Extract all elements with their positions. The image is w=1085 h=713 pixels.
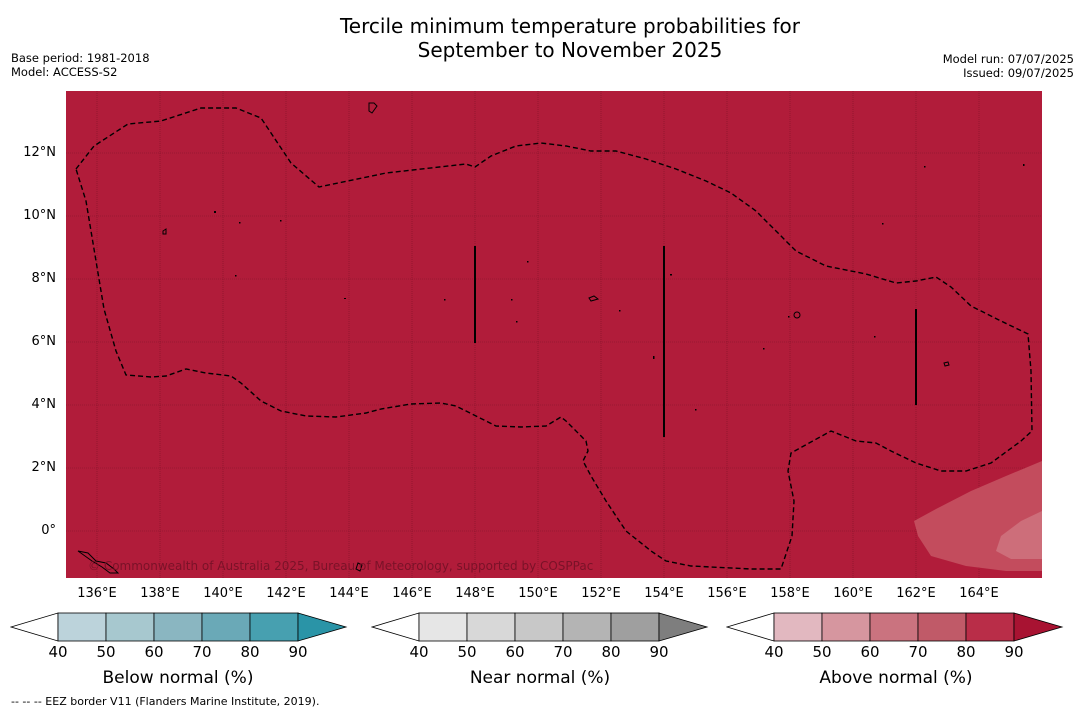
cbar-below-70-80: [201, 612, 251, 642]
cbar-below-tick: 80: [240, 643, 260, 661]
gridlines: [66, 91, 1042, 578]
issued-date: Issued: 09/07/2025: [963, 66, 1074, 80]
cbar-near-tick: 40: [409, 643, 429, 661]
cbar-near-tick: 50: [457, 643, 477, 661]
cbar-near-tick: 70: [553, 643, 573, 661]
y-tick-8n: 8°N: [31, 271, 57, 286]
x-tick-164e: 164°E: [959, 586, 999, 601]
cbar-above-tick: 40: [764, 643, 784, 661]
colorbar-near-normal: [371, 612, 709, 642]
cbar-above-tick: 60: [860, 643, 880, 661]
cbar-below-tick: 50: [96, 643, 116, 661]
x-tick-146e: 146°E: [392, 586, 432, 601]
tiny-islets: [214, 164, 1025, 411]
y-tick-4n: 4°N: [31, 397, 57, 412]
title-line-1: Tercile minimum temperature probabilitie…: [339, 14, 801, 38]
meta-left: Base period: 1981-2018 Model: ACCESS-S2: [11, 51, 150, 79]
x-tick-138e: 138°E: [140, 586, 180, 601]
cbar-above-tick: 80: [956, 643, 976, 661]
x-tick-150e: 150°E: [518, 586, 558, 601]
cbar-above-80-90: [965, 612, 1015, 642]
boundary-markers: [474, 246, 917, 437]
cbar-near-40-50: [418, 612, 468, 642]
cbar-near-80-90: [610, 612, 660, 642]
meta-right: Model run: 07/07/2025 Issued: 09/07/2025: [943, 52, 1074, 80]
cbar-below-40-50: [57, 612, 107, 642]
colorbar-above-label: Above normal (%): [819, 668, 973, 688]
cbar-near-60-70: [514, 612, 564, 642]
islands: [77, 102, 950, 574]
colorbar-above-normal: [726, 612, 1064, 642]
x-tick-148e: 148°E: [455, 586, 495, 601]
cbar-above-40-50: [773, 612, 823, 642]
cbar-below-tick: 40: [48, 643, 68, 661]
cbar-near-50-60: [466, 612, 516, 642]
cbar-near-tick: 90: [649, 643, 669, 661]
cbar-below-80-90: [249, 612, 299, 642]
cbar-below-extend-low: [10, 612, 59, 642]
x-tick-152e: 152°E: [581, 586, 621, 601]
chart-title: Tercile minimum temperature probabilitie…: [0, 14, 1085, 62]
eez-border: [75, 107, 1033, 570]
copyright-note: © Commonwealth of Australia 2025, Bureau…: [88, 559, 594, 573]
cbar-above-70-80: [917, 612, 967, 642]
cbar-near-extend-high: [658, 612, 709, 642]
y-tick-6n: 6°N: [31, 334, 57, 349]
x-tick-142e: 142°E: [266, 586, 306, 601]
cbar-below-extend-high: [297, 612, 348, 642]
cbar-above-tick: 50: [812, 643, 832, 661]
y-tick-12n: 12°N: [23, 145, 56, 160]
x-tick-160e: 160°E: [833, 586, 873, 601]
model-run: Model run: 07/07/2025: [942, 52, 1074, 66]
cbar-near-tick: 60: [505, 643, 525, 661]
title-line-2: September to November 2025: [417, 38, 723, 62]
x-tick-136e: 136°E: [77, 586, 117, 601]
cbar-below-60-70: [153, 612, 203, 642]
y-tick-2n: 2°N: [31, 460, 57, 475]
map-panel[interactable]: [66, 91, 1042, 578]
cbar-above-60-70: [869, 612, 919, 642]
cbar-near-extend-low: [371, 612, 420, 642]
map-svg: [66, 91, 1042, 578]
y-tick-10n: 10°N: [23, 208, 56, 223]
x-tick-154e: 154°E: [644, 586, 684, 601]
x-tick-140e: 140°E: [203, 586, 243, 601]
eez-footnote: -- -- -- EEZ border V11 (Flanders Marine…: [11, 695, 320, 708]
y-tick-0: 0°: [41, 523, 56, 538]
colorbar-near-label: Near normal (%): [469, 668, 611, 688]
cbar-below-tick: 90: [288, 643, 308, 661]
cbar-below-tick: 60: [144, 643, 164, 661]
cbar-near-tick: 80: [601, 643, 621, 661]
cbar-above-extend-low: [726, 612, 775, 642]
x-tick-162e: 162°E: [896, 586, 936, 601]
cbar-above-50-60: [821, 612, 871, 642]
cbar-below-50-60: [105, 612, 155, 642]
cbar-above-extend-high: [1013, 612, 1064, 642]
x-tick-158e: 158°E: [770, 586, 810, 601]
cbar-below-tick: 70: [192, 643, 212, 661]
cbar-above-tick: 90: [1004, 643, 1024, 661]
colorbar-below-normal: [10, 612, 348, 642]
cbar-above-tick: 70: [908, 643, 928, 661]
probability-contour-60: [996, 511, 1042, 559]
cbar-near-70-80: [562, 612, 612, 642]
model-name: Model: ACCESS-S2: [11, 65, 118, 79]
colorbar-below-label: Below normal (%): [102, 668, 254, 688]
x-tick-156e: 156°E: [707, 586, 747, 601]
base-period: Base period: 1981-2018: [11, 51, 150, 65]
x-tick-144e: 144°E: [329, 586, 369, 601]
